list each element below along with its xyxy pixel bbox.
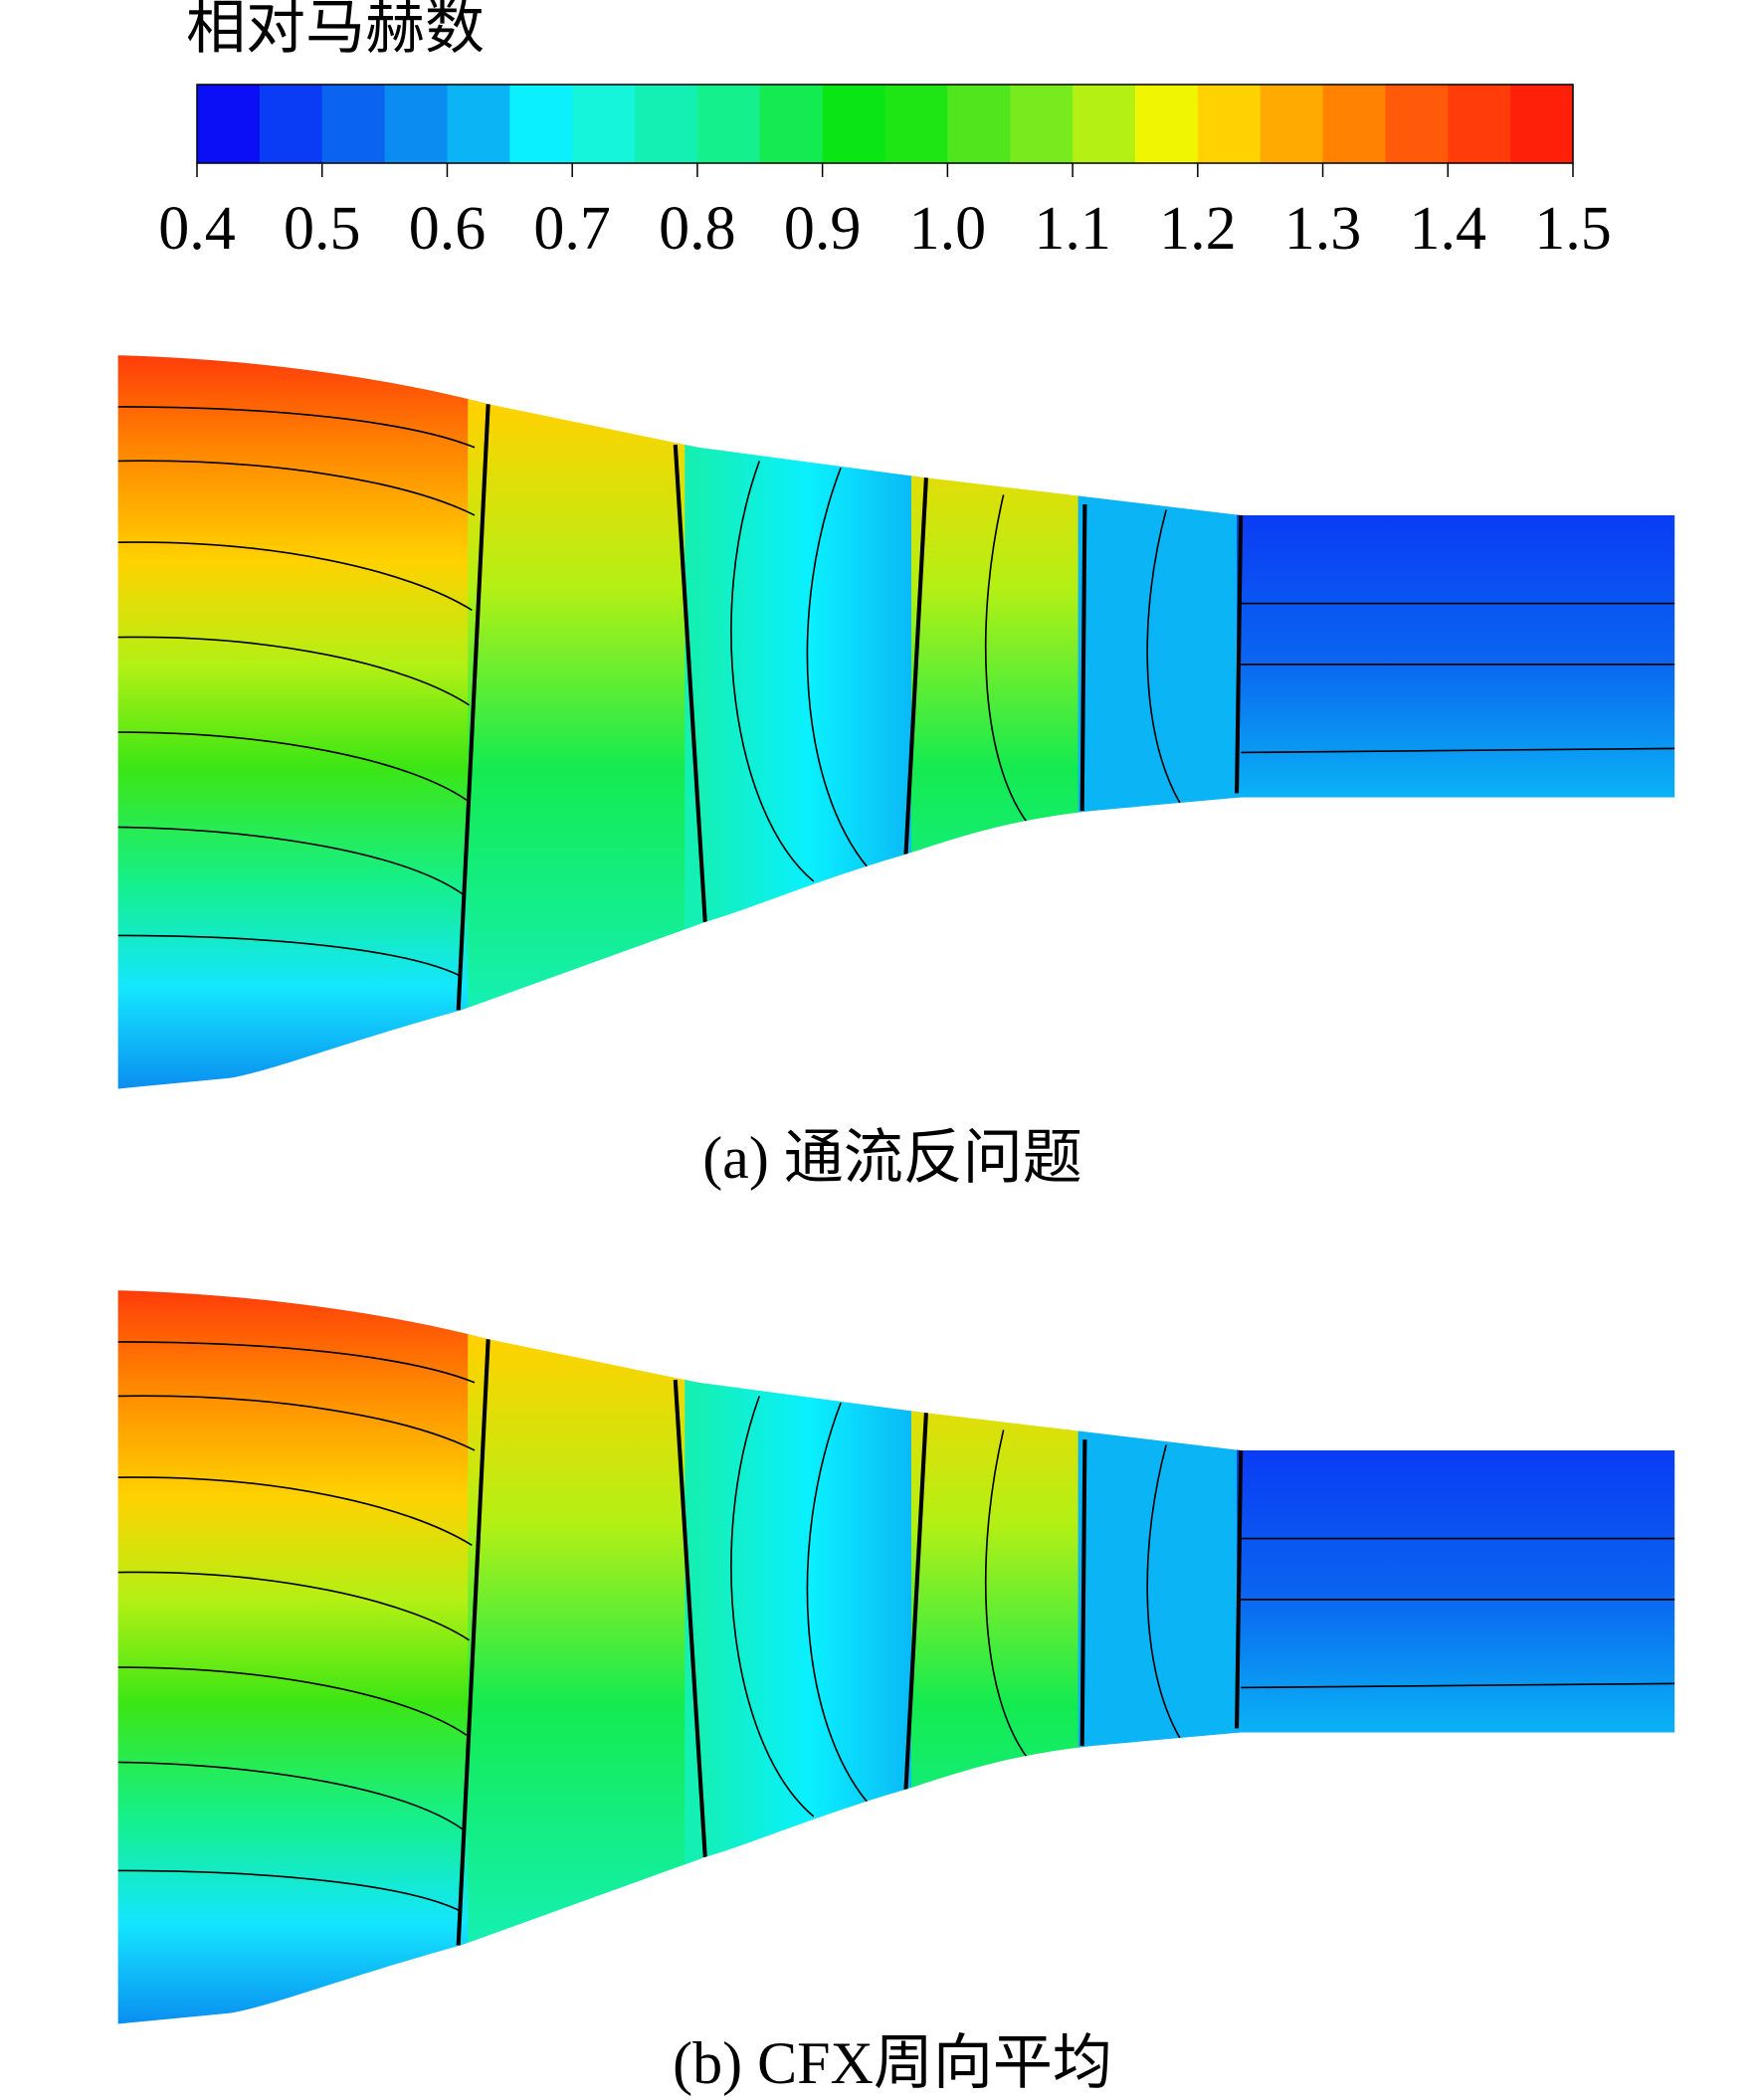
colorbar-band — [1322, 85, 1386, 163]
tick-label: 1.2 — [1159, 195, 1237, 263]
colorbar-band — [1448, 85, 1511, 163]
colorbar-band — [822, 85, 885, 163]
colorbar-band — [884, 85, 948, 163]
caption: (a) 通流反问题 — [702, 1125, 1082, 1191]
colorbar-band — [1260, 85, 1324, 163]
tick-label: 1.1 — [1034, 195, 1111, 263]
colorbar-band — [947, 85, 1011, 163]
caption: (b) CFX周向平均 — [673, 2030, 1112, 2096]
colorbar-band — [1510, 85, 1574, 163]
colorbar-band — [759, 85, 824, 163]
colorbar-band — [1073, 85, 1136, 163]
colorbar-band — [1134, 85, 1199, 163]
colorbar-band — [321, 85, 386, 163]
colorbar-band — [696, 85, 761, 163]
colorbar-band — [572, 85, 636, 163]
tick-label: 1.5 — [1534, 195, 1612, 263]
tick-label: 0.8 — [659, 195, 736, 263]
colorbar-frame — [196, 84, 1574, 164]
colorbar-band — [259, 85, 323, 163]
colorbar-band — [1385, 85, 1449, 163]
colorbar-band — [1197, 85, 1262, 163]
colorbar-band — [197, 85, 261, 163]
panel-b — [108, 1274, 1684, 2033]
colorbar: 0.4 0.5 0.6 0.7 0.8 0.9 1.0 1.1 1.2 1.3 1.4 1.5 — [158, 84, 1612, 263]
tick-label: 0.5 — [284, 195, 361, 263]
colorbar-band — [384, 85, 448, 163]
colorbar-band — [635, 85, 698, 163]
tick-label: 0.7 — [533, 195, 611, 263]
colorbar-band — [1010, 85, 1074, 163]
tick-label: 1.4 — [1410, 195, 1487, 263]
colorbar-band — [447, 85, 510, 163]
tick-label: 1.0 — [909, 195, 987, 263]
colorbar-band — [509, 85, 573, 163]
tick-label: 0.6 — [409, 195, 487, 263]
tick-label: 0.9 — [784, 195, 862, 263]
colorbar-title: 相对马赫数 — [186, 0, 485, 61]
panel-a — [108, 339, 1684, 1098]
tick-label: 0.4 — [158, 195, 236, 263]
tick-label: 1.3 — [1284, 195, 1362, 263]
